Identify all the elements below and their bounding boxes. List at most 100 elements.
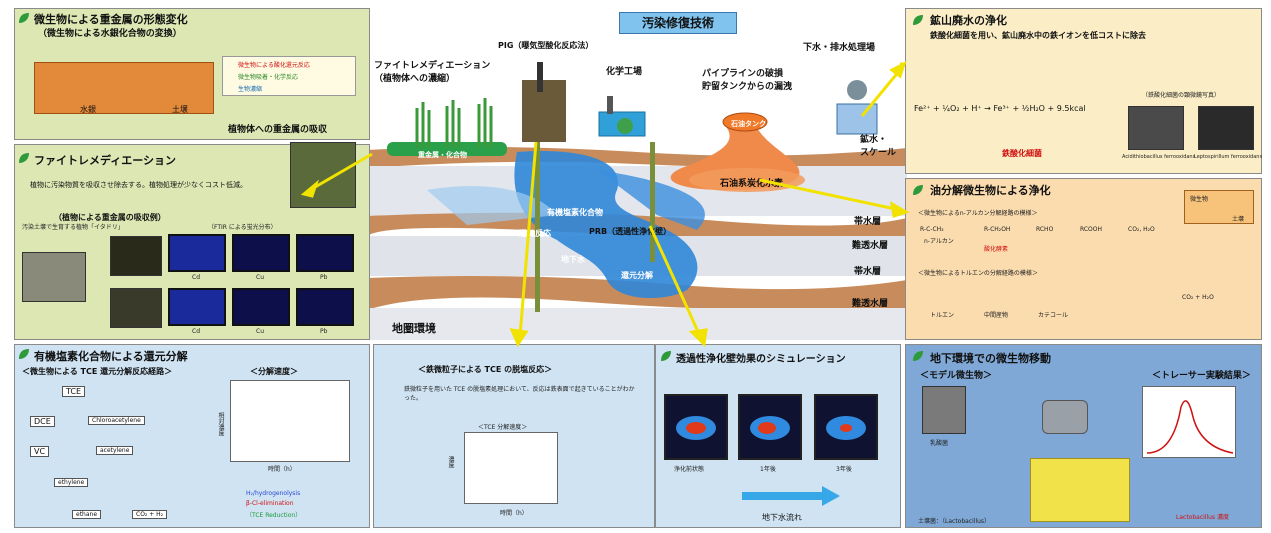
- pb-image-2: [296, 288, 354, 326]
- rate-legend-3: （TCE Reduction）: [246, 512, 302, 519]
- oil-title: 油分解微生物による浄化: [930, 184, 1051, 197]
- tracer-label: ＜トレーサー実験結果＞: [1152, 371, 1251, 381]
- sewage-label: 下水・排水処理場: [803, 43, 876, 53]
- plant-sample-2: [110, 288, 162, 328]
- leaf-icon: [661, 351, 671, 361]
- oil-chain1-2: RCHO: [1036, 226, 1054, 233]
- phyto-center-label: ファイトレメディエーション （植物体への濃縮）: [374, 61, 491, 84]
- oil-chain2-2: カテコール: [1038, 312, 1069, 319]
- adsorption-graph-title: ＜TCE 分解速度＞: [478, 424, 528, 431]
- species-1: Acidithiobacillus ferrooxidans: [1122, 154, 1196, 160]
- legend-item-3: 生物濃縮: [238, 86, 263, 93]
- chlorinated-title: 有機塩素化合物による還元分解: [34, 350, 188, 363]
- heavy-metal-label: 重金属・化合物: [418, 151, 467, 159]
- species-2: Leptospirillum ferrooxidans: [1194, 154, 1263, 160]
- rate-graph-title: ＜分解速度＞: [250, 367, 298, 376]
- sim-3years: [814, 394, 878, 460]
- oil-chain1-0: R-C-CH₃: [920, 226, 944, 233]
- leaf-icon: [19, 349, 29, 359]
- sim-before: [664, 394, 728, 460]
- oil-chain1-1: R-CH₂OH: [984, 226, 1011, 233]
- soil-pore-image: [1030, 458, 1130, 522]
- subsurface-cross-section: [367, 40, 907, 340]
- leaf-icon: [913, 185, 923, 195]
- tile-label-cu: Cu: [256, 274, 264, 281]
- micrograph-1: [1128, 106, 1184, 150]
- legend-item-2: 微生物吸着・化学反応: [238, 74, 299, 81]
- oil-item-1: ＜微生物によるn-アルカン分解経路の模様＞: [918, 210, 1038, 217]
- mercury-diagram: [34, 62, 214, 114]
- prb-label: PRB（透過性浄化壁）: [589, 227, 672, 236]
- oil-note-alkane: n-アルカン: [924, 238, 954, 245]
- sim-label-before: 浄化前状態: [674, 466, 705, 473]
- phyto-sub: （植物による重金属の吸収例）: [54, 213, 166, 222]
- tile-label-cd: Cd: [192, 274, 200, 281]
- reduction2-label: 還元分解: [621, 271, 653, 280]
- phyto-title: ファイトレメディエーション: [34, 154, 177, 167]
- plant-sample-1: [110, 236, 162, 276]
- rate-graph-ylabel: 相対濃度: [217, 412, 224, 436]
- node-ethane: ethane: [72, 510, 102, 519]
- mine-title: 鉱山廃水の浄化: [930, 14, 1007, 27]
- node-tce: TCE: [62, 386, 86, 397]
- tile-label-pb: Pb: [320, 274, 328, 281]
- leaf-icon: [19, 153, 29, 163]
- tile-label-cd-2: Cd: [192, 328, 200, 335]
- leaf-icon: [19, 13, 29, 23]
- legend-box: [222, 56, 356, 96]
- tile-label-cu-2: Cu: [256, 328, 264, 335]
- mine-scale-label: 鉱水・ スケール: [860, 135, 897, 158]
- microbe-metal-subtitle: （微生物による水銀化合物の変換）: [38, 29, 182, 39]
- oil-item-2: ＜微生物によるトルエンの分解経路の模様＞: [918, 270, 1038, 277]
- mine-eq: Fe²⁺ + ¼O₂ + H⁺ → Fe³⁺ + ½H₂O + 9.5kcal: [914, 104, 1086, 113]
- model-label: ＜モデル微生物＞: [920, 371, 993, 381]
- soil-label: 土壌: [172, 105, 188, 114]
- adsorption-xlabel: 時間（h）: [500, 510, 528, 517]
- mine-eq-note: 鉄酸化細菌: [1002, 149, 1042, 158]
- pipeline-label: パイプラインの破損 貯留タンクからの漏洩: [702, 69, 793, 92]
- legend-item-1: 微生物による酸化還元反応: [238, 62, 310, 69]
- oil-inset-soil: 土壌: [1232, 216, 1245, 223]
- micro-caption: （鉄酸化細菌の顕微鏡写真）: [1142, 92, 1221, 99]
- groundwater-label: 地下水: [561, 255, 585, 264]
- microbe-metal-title: 微生物による重金属の形態変化: [34, 13, 188, 26]
- mercury-label: 水銀: [80, 105, 96, 114]
- rate-graph: [230, 380, 350, 462]
- rate-legend-2: β-Cl-elimination: [246, 500, 294, 507]
- adsorption-graph: [464, 432, 558, 504]
- plant-photo: [290, 142, 356, 208]
- node-ethylene: ethylene: [54, 478, 89, 487]
- oil-note-enzyme: 酸化酵素: [984, 246, 1009, 253]
- chlorinated-sub: ＜微生物による TCE 還元分解反応経路＞: [22, 367, 173, 376]
- field-photo: [22, 252, 86, 302]
- oil-chain2-0: トルエン: [930, 312, 955, 319]
- tracer-title: 地下環境での微生物移動: [930, 352, 1051, 365]
- layer-aquifer-1: 帯水層: [854, 217, 882, 227]
- node-vc: VC: [30, 446, 50, 457]
- micrograph-2: [1198, 106, 1254, 150]
- bacterium-photo: [922, 386, 966, 434]
- sim-1year: [738, 394, 802, 460]
- sim-label-1year: 1年後: [760, 466, 776, 473]
- layer-aquifer-2: 帯水層: [854, 267, 882, 277]
- cd-image-2: [168, 288, 226, 326]
- leaf-icon: [913, 15, 923, 25]
- env-label: 地圏環境: [392, 322, 436, 335]
- flow-label: 地下水流れ: [762, 513, 802, 522]
- rate-graph-xlabel: 時間（h）: [268, 466, 296, 473]
- reduction-label: 還元反応: [519, 229, 551, 238]
- organic-chlorine-label: 有機塩素化合物: [547, 208, 603, 217]
- adsorption-desc: 鉄微粒子を用いた TCE の脱塩素処理において、反応は鉄表面で起きていることがわ…: [404, 386, 635, 402]
- sim-label-3years: 3年後: [836, 466, 852, 473]
- panel-chlorinated: [14, 344, 370, 528]
- cu-image-2: [232, 288, 290, 326]
- oil-chain1-4: CO₂, H₂O: [1128, 226, 1155, 233]
- cd-image-1: [168, 234, 226, 272]
- tank-label: 石油タンク: [731, 120, 766, 128]
- tile-label-pb-2: Pb: [320, 328, 328, 335]
- oil-chain1-3: RCOOH: [1080, 226, 1103, 233]
- oil-inset: [1184, 190, 1254, 224]
- rate-legend-1: H₂/hydrogenolysis: [246, 490, 301, 497]
